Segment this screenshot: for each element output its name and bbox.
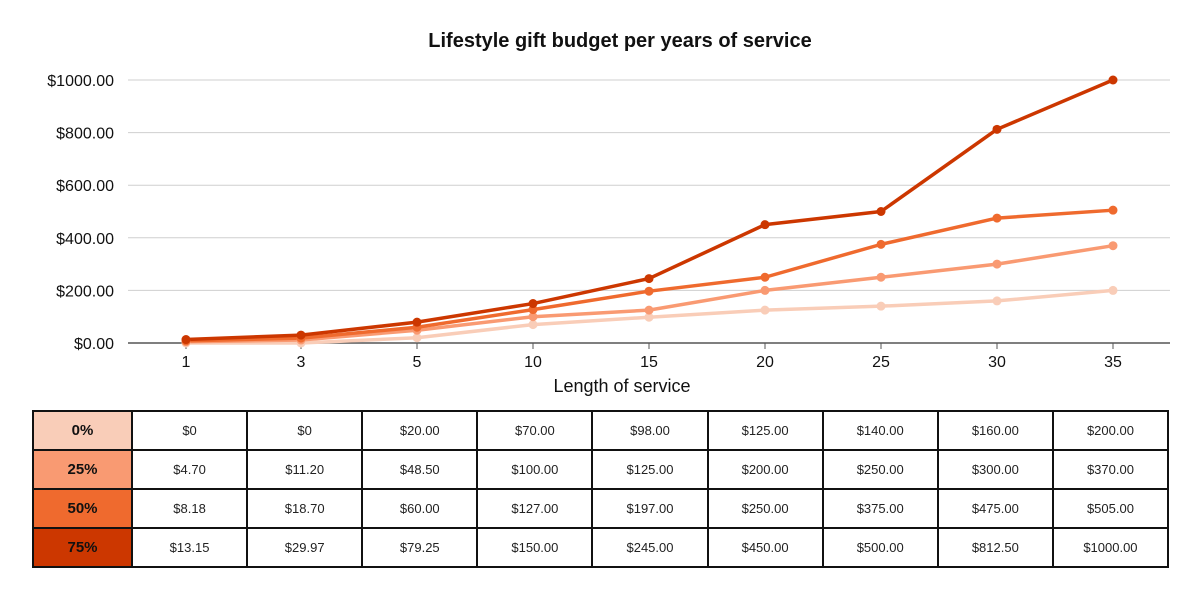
data-point — [992, 296, 1002, 306]
table-cell: $300.00 — [936, 449, 1054, 490]
table-cell: $150.00 — [476, 527, 594, 568]
y-tick-label: $1000.00 — [47, 73, 114, 90]
data-point — [412, 333, 422, 343]
x-axis-label: Length of service — [553, 376, 690, 396]
x-tick-label: 1 — [182, 354, 191, 371]
table-cell: $18.70 — [246, 488, 364, 529]
data-point — [644, 286, 654, 296]
table-cell: $0 — [130, 410, 249, 451]
table-cell: $11.20 — [246, 449, 364, 490]
data-point — [992, 213, 1002, 223]
data-point — [760, 285, 770, 295]
table-cell: $20.00 — [361, 410, 479, 451]
x-tick-label: 35 — [1104, 354, 1122, 371]
table-cell: $370.00 — [1051, 449, 1170, 490]
table-cell: $100.00 — [476, 449, 594, 490]
table-cell: $505.00 — [1051, 488, 1170, 529]
gridlines — [128, 79, 1170, 291]
data-point — [876, 239, 886, 249]
data-table: 0% $0 $0 $20.00 $70.00 $98.00 $125.00 $140.00 $1… — [32, 410, 1170, 568]
table-cell: $375.00 — [821, 488, 939, 529]
x-tick-label: 25 — [872, 354, 890, 371]
data-point — [1108, 75, 1118, 85]
table-cell: $812.50 — [936, 527, 1054, 568]
data-point — [876, 301, 886, 311]
data-point — [760, 220, 770, 230]
y-tick-label: $200.00 — [56, 283, 114, 300]
data-point — [876, 272, 886, 282]
series-label-cell: 0% — [32, 410, 133, 451]
table-cell: $250.00 — [706, 488, 824, 529]
data-point — [181, 335, 191, 345]
data-point — [1108, 241, 1118, 251]
series-points — [181, 75, 1118, 348]
data-point — [992, 124, 1002, 134]
x-tick-label: 30 — [988, 354, 1006, 371]
table-cell: $125.00 — [591, 449, 709, 490]
data-point — [412, 317, 422, 327]
x-tick-label: 15 — [640, 354, 658, 371]
series-label-cell: 50% — [32, 488, 133, 529]
table-row: 0% $0 $0 $20.00 $70.00 $98.00 $125.00 $140.00 $1… — [32, 410, 1170, 451]
table-row: 50% $8.18 $18.70 $60.00 $127.00 $197.00 $250.0… — [32, 488, 1170, 529]
data-point — [528, 320, 538, 330]
x-tick-label: 20 — [756, 354, 774, 371]
table-cell: $125.00 — [706, 410, 824, 451]
table-row: 25% $4.70 $11.20 $48.50 $100.00 $125.00 $200.0… — [32, 449, 1170, 490]
axes: $0.00 $200.00 $400.00 $600.00 $800.00 $1000.0… — [47, 73, 1170, 371]
y-tick-label: $600.00 — [56, 178, 114, 195]
table-cell: $500.00 — [821, 527, 939, 568]
line-chart: $0.00 $200.00 $400.00 $600.00 $800.00 $1000.0… — [47, 73, 1170, 396]
data-point — [760, 305, 770, 315]
table-cell: $197.00 — [591, 488, 709, 529]
series-lines — [184, 78, 1115, 345]
data-point — [528, 299, 538, 309]
table-cell: $0 — [246, 410, 364, 451]
table-cell: $245.00 — [591, 527, 709, 568]
table-cell: $98.00 — [591, 410, 709, 451]
table-cell: $1000.00 — [1051, 527, 1170, 568]
table-cell: $70.00 — [476, 410, 594, 451]
table-cell: $29.97 — [246, 527, 364, 568]
table-cell: $8.18 — [130, 488, 249, 529]
table-cell: $4.70 — [130, 449, 249, 490]
x-tick-label: 5 — [413, 354, 422, 371]
table-row: 75% $13.15 $29.97 $79.25 $150.00 $245.00 $450.… — [32, 527, 1170, 568]
data-point — [1108, 285, 1118, 295]
data-point — [644, 312, 654, 322]
table-cell: $140.00 — [821, 410, 939, 451]
table-cell: $475.00 — [936, 488, 1054, 529]
data-point — [992, 259, 1002, 269]
series-label-cell: 25% — [32, 449, 133, 490]
data-point — [644, 305, 654, 315]
table-cell: $60.00 — [361, 488, 479, 529]
y-tick-label: $0.00 — [74, 336, 114, 353]
data-point — [528, 312, 538, 322]
table-cell: $48.50 — [361, 449, 479, 490]
table-cell: $200.00 — [706, 449, 824, 490]
series-label-cell: 75% — [32, 527, 133, 568]
data-point — [296, 330, 306, 340]
chart-title: Lifestyle gift budget per years of servi… — [428, 30, 812, 52]
x-tick-label: 10 — [524, 354, 542, 371]
table-cell: $79.25 — [361, 527, 479, 568]
data-point — [876, 207, 886, 216]
table-cell: $13.15 — [130, 527, 249, 568]
table-cell: $250.00 — [821, 449, 939, 490]
data-point — [760, 272, 770, 282]
data-point — [644, 274, 654, 284]
x-tick-label: 3 — [297, 354, 306, 371]
table-cell: $127.00 — [476, 488, 594, 529]
table-cell: $200.00 — [1051, 410, 1170, 451]
data-point — [1108, 205, 1118, 215]
table-cell: $160.00 — [936, 410, 1054, 451]
table-cell: $450.00 — [706, 527, 824, 568]
y-tick-label: $400.00 — [56, 231, 114, 248]
y-tick-label: $800.00 — [56, 126, 114, 143]
